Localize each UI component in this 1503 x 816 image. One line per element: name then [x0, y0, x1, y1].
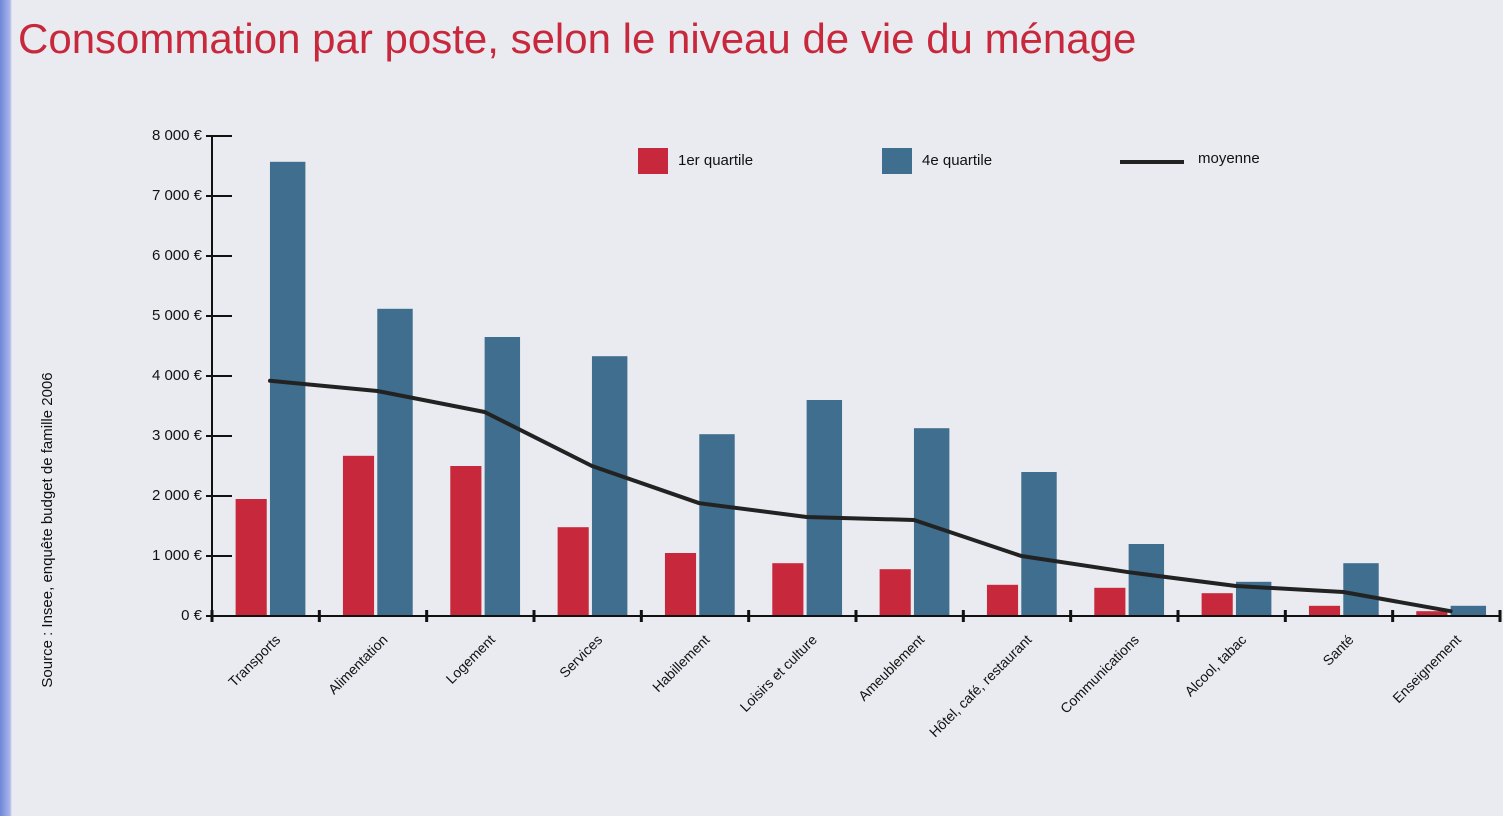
bar	[664, 553, 697, 616]
bar	[1343, 563, 1379, 616]
y-tick-label: 5 000 €	[152, 307, 203, 324]
bar	[1416, 611, 1448, 616]
chart-title: Consommation par poste, selon le niveau …	[18, 15, 1136, 62]
y-tick-label: 8 000 €	[152, 127, 203, 144]
bar	[557, 527, 589, 616]
bar	[1128, 544, 1165, 616]
legend-label: 4e quartile	[922, 152, 992, 169]
source-note: Source : Insee, enquête budget de famill…	[39, 372, 56, 687]
bar	[772, 563, 804, 616]
y-tick-label: 2 000 €	[152, 487, 203, 504]
bar	[1201, 593, 1233, 616]
bar	[591, 356, 628, 616]
legend-label: 1er quartile	[678, 152, 753, 169]
bar	[699, 434, 735, 616]
bar	[269, 161, 306, 617]
bar	[806, 400, 843, 616]
y-tick-label: 7 000 €	[152, 187, 203, 204]
bar	[342, 455, 375, 616]
y-tick-label: 3 000 €	[152, 427, 203, 444]
bar	[986, 584, 1019, 616]
legend-label: moyenne	[1198, 150, 1260, 167]
bar	[484, 337, 521, 616]
bar	[1450, 605, 1487, 616]
y-tick-label: 1 000 €	[152, 547, 203, 564]
bar	[1308, 605, 1341, 616]
bar	[235, 499, 267, 616]
bar	[377, 308, 413, 616]
bar	[1094, 587, 1126, 616]
panel	[12, 0, 1503, 816]
mean-line	[268, 378, 1453, 614]
bar	[450, 466, 482, 616]
y-tick-label: 4 000 €	[152, 367, 203, 384]
y-tick-label: 6 000 €	[152, 247, 203, 264]
legend-swatch	[638, 148, 668, 174]
bar	[879, 569, 911, 616]
bar	[1021, 472, 1057, 616]
y-tick-label: 0 €	[181, 607, 203, 624]
legend-swatch	[882, 148, 912, 174]
